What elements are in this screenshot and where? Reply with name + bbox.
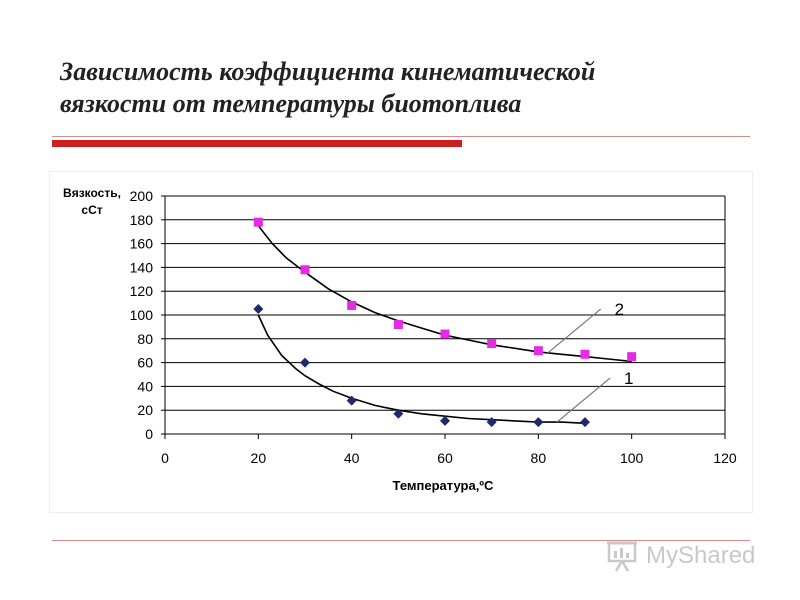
x-tick-label: 20 <box>251 450 267 466</box>
bottom-divider <box>52 540 750 541</box>
tick-labels: 0 20 40 60 80 100 120 140 160 180 200 0 20 40 60 80 100 1… <box>130 188 737 466</box>
trend-line-series-1 <box>257 314 586 425</box>
x-tick-label: 80 <box>531 450 547 466</box>
annotation-leader-2 <box>547 308 602 354</box>
data-point-series-1 <box>440 415 450 426</box>
data-point-series-2 <box>533 346 543 356</box>
x-tick-label: 60 <box>437 450 453 466</box>
y-tick-label: 60 <box>137 355 153 371</box>
x-tick-label: 40 <box>344 450 360 466</box>
data-point-series-2 <box>627 352 637 362</box>
data-point-series-1 <box>580 417 590 428</box>
watermark-text: MyShared <box>646 542 756 569</box>
presentation-board-icon <box>607 541 637 572</box>
top-divider <box>52 136 750 137</box>
data-point-series-1 <box>253 304 264 315</box>
data-point-series-1 <box>533 417 544 428</box>
y-tick-label: 120 <box>130 283 154 299</box>
y-axis-label-line2: сСт <box>81 203 102 217</box>
data-point-series-2 <box>487 339 497 349</box>
y-axis-label-line1: Вязкость, <box>63 186 121 200</box>
data-point-series-1 <box>300 357 310 368</box>
data-point-series-1 <box>486 417 497 428</box>
slide-title-line2: вязкости от температуры биотоплива <box>60 89 522 118</box>
y-tick-label: 140 <box>130 259 154 275</box>
annotation-leader-1 <box>556 377 611 423</box>
y-tick-label: 180 <box>130 212 154 228</box>
data-point-series-1 <box>393 408 404 419</box>
y-tick-label: 100 <box>130 307 154 323</box>
series-label-2: 2 <box>615 300 624 319</box>
data-point-series-2 <box>393 320 403 330</box>
y-tick-label: 80 <box>137 331 153 347</box>
data-point-series-2 <box>300 265 310 275</box>
y-tick-label: 20 <box>137 402 153 418</box>
y-tick-label: 160 <box>130 236 154 252</box>
slide-title: Зависимость коэффициента кинематической … <box>60 56 760 120</box>
trend-lines <box>257 225 632 425</box>
data-point-series-2 <box>253 217 263 227</box>
x-tick-label: 0 <box>161 450 169 466</box>
watermark: MyShared <box>606 538 755 574</box>
chart-panel: 0 20 40 60 80 100 120 140 160 180 200 0 20 40 60 80 100 1… <box>50 172 752 512</box>
y-tick-label: 200 <box>130 188 154 204</box>
accent-bar <box>52 140 462 147</box>
series-annotations: 12 <box>547 300 633 423</box>
x-axis-label: Температура,ºС <box>393 478 495 493</box>
data-point-series-2 <box>580 349 590 359</box>
y-tick-label: 40 <box>137 378 153 394</box>
x-tick-label: 120 <box>713 450 737 466</box>
y-tick-label: 0 <box>145 426 153 442</box>
trend-line-series-2 <box>257 225 632 363</box>
slide-title-line1: Зависимость коэффициента кинематической <box>60 57 596 86</box>
viscosity-chart: 0 20 40 60 80 100 120 140 160 180 200 0 20 40 60 80 100 1… <box>63 186 737 493</box>
data-point-series-1 <box>346 395 357 406</box>
grid-lines <box>165 195 725 435</box>
data-point-series-2 <box>440 329 450 339</box>
series-label-1: 1 <box>624 369 633 388</box>
data-markers <box>253 217 637 428</box>
axes <box>161 195 726 439</box>
x-tick-label: 100 <box>620 450 644 466</box>
data-point-series-2 <box>347 300 357 310</box>
